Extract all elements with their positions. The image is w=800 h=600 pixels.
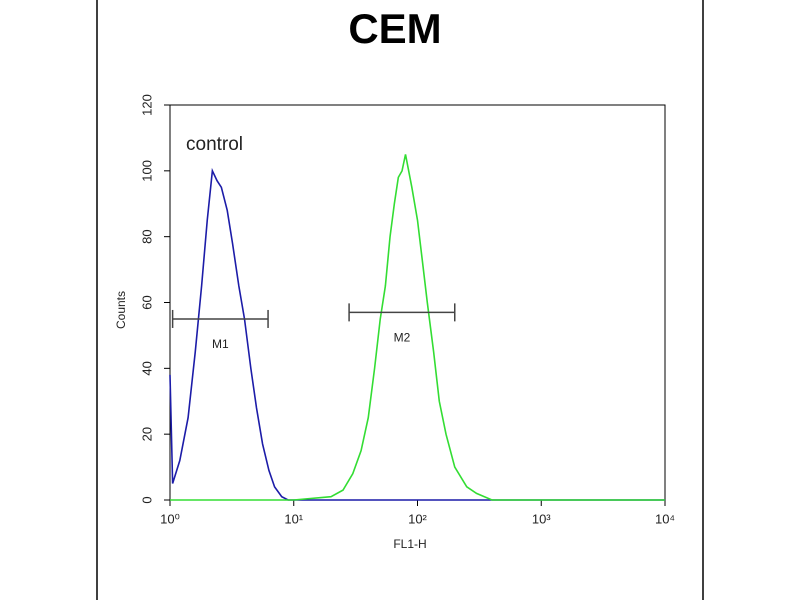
- marker-label: M1: [212, 337, 229, 351]
- y-tick-label: 80: [139, 229, 154, 243]
- x-tick-label: 10⁰: [160, 511, 180, 526]
- x-axis-label: FL1-H: [393, 537, 426, 551]
- y-tick-label: 0: [139, 496, 154, 503]
- x-tick-label: 10¹: [284, 511, 303, 526]
- x-tick-label: 10²: [408, 511, 427, 526]
- plot-frame: [169, 104, 666, 501]
- x-tick-label: 10³: [532, 511, 551, 526]
- y-axis-label: Counts: [114, 291, 128, 329]
- y-tick-label: 40: [139, 361, 154, 375]
- x-tick-label: 10⁴: [655, 511, 675, 526]
- y-tick-label: 100: [139, 160, 154, 182]
- marker-label: M2: [394, 331, 411, 345]
- series-line: [170, 154, 665, 501]
- y-tick-label: 20: [139, 427, 154, 441]
- chart-title: CEM: [348, 5, 441, 52]
- y-tick-label: 60: [139, 295, 154, 309]
- annotation: control: [186, 134, 243, 155]
- y-tick-label: 120: [139, 94, 154, 116]
